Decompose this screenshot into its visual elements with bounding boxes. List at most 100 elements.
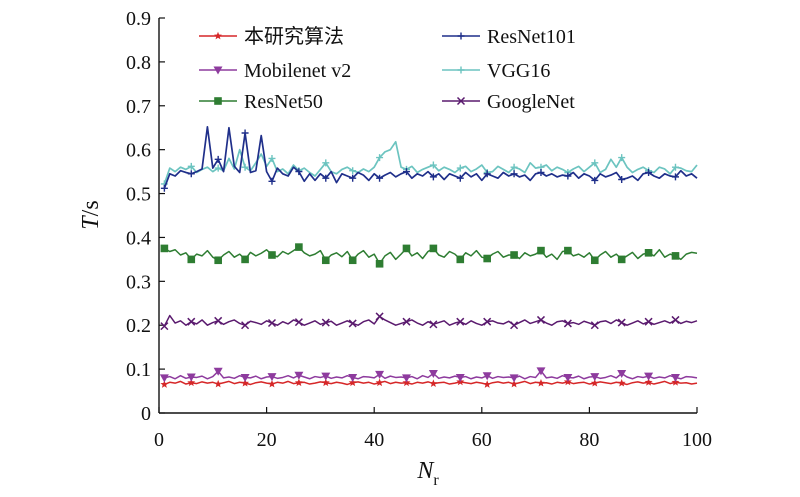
data-point-marker [456,174,464,182]
data-point-marker [537,168,545,176]
data-point-marker [482,372,492,381]
series-group [160,377,698,388]
data-point-marker [456,317,465,326]
y-tick-label: 0.7 [126,96,151,118]
data-point-marker [160,244,169,253]
data-point-marker [159,374,169,383]
data-point-marker [536,378,545,387]
data-point-marker [510,379,519,388]
data-point-marker [213,66,223,75]
y-tick-label: 0.8 [126,52,151,74]
data-point-marker [563,373,573,382]
data-point-marker [590,321,599,330]
legend-item: 本研究算法 [199,25,344,48]
x-axis-title-subscript: r [433,472,439,489]
data-point-marker [348,378,357,387]
data-point-marker [591,176,599,184]
y-tick-label: 0.4 [126,227,151,249]
data-point-marker [186,373,196,382]
data-point-marker [241,129,249,137]
data-point-marker [457,66,465,74]
data-point-marker [214,256,222,265]
series-group [160,243,698,268]
legend-item: Mobilenet v2 [199,60,351,82]
data-point-marker [348,373,358,382]
data-point-marker [671,163,679,171]
data-point-marker [510,251,518,259]
y-axis-title: T/s [78,200,104,229]
data-point-marker [510,321,519,330]
data-point-marker [160,322,169,331]
data-point-marker [483,170,491,178]
series-line [163,140,698,185]
data-point-marker [294,318,303,327]
data-point-marker [590,373,600,382]
data-point-marker [322,174,330,182]
data-point-marker [456,255,465,264]
data-point-marker [644,372,654,381]
data-point-marker [376,154,384,162]
data-point-marker [267,373,277,382]
data-point-marker [429,244,438,253]
data-point-marker [214,31,222,40]
chart-series [159,125,698,388]
data-point-marker [457,32,465,40]
data-point-marker [617,378,626,387]
data-point-marker [349,174,357,182]
data-point-marker [213,367,223,376]
data-point-marker [375,259,384,268]
x-tick-label: 20 [257,429,277,451]
data-point-marker [510,170,518,178]
data-point-marker [429,320,438,329]
data-point-marker [348,256,357,265]
data-point-marker [321,378,330,387]
data-point-marker [241,163,249,171]
y-tick-label: 0.9 [126,8,151,30]
data-point-marker [348,319,357,328]
data-point-marker [671,252,680,260]
data-point-marker [241,321,250,330]
y-axis-title-unit: /s [78,200,104,216]
legend-label: Mobilenet v2 [244,60,351,82]
x-tick-label: 100 [682,429,712,451]
series-line [163,125,698,189]
x-axis-title: Nr [416,458,439,489]
series-group [160,312,698,331]
data-point-marker [321,318,330,327]
x-tick-label: 60 [472,429,492,451]
data-point-marker [591,159,599,167]
legend-item: ResNet101 [442,26,576,48]
data-point-marker [402,317,411,326]
data-point-marker [563,319,572,328]
data-point-marker [590,256,599,265]
data-point-marker [187,317,196,326]
data-point-marker [402,244,411,253]
data-point-marker [214,379,223,388]
data-point-marker [483,254,491,263]
data-point-marker [564,246,572,255]
x-tick-label: 0 [154,429,164,451]
data-point-marker [402,168,410,176]
data-point-marker [241,255,249,264]
data-point-marker [349,167,357,175]
data-point-marker [618,154,626,162]
legend-label: VGG16 [487,60,550,82]
data-point-marker [644,378,653,386]
data-point-marker [671,173,679,181]
data-point-marker [483,380,492,388]
data-point-marker [509,374,519,383]
data-point-marker [187,162,195,170]
chart-legend: 本研究算法 Mobilenet v2 ResNet50 ResNet101 VGG16 G… [199,25,576,113]
x-tick-label: 80 [579,429,599,451]
data-point-marker [214,155,222,163]
data-point-marker [241,378,250,387]
data-point-marker [240,373,250,382]
data-point-marker [187,255,196,264]
y-tick-label: 0.1 [126,359,151,381]
data-point-marker [537,246,545,255]
data-point-marker [322,159,330,167]
data-point-marker [671,315,680,324]
data-point-marker [483,317,492,326]
data-point-marker [564,172,572,180]
